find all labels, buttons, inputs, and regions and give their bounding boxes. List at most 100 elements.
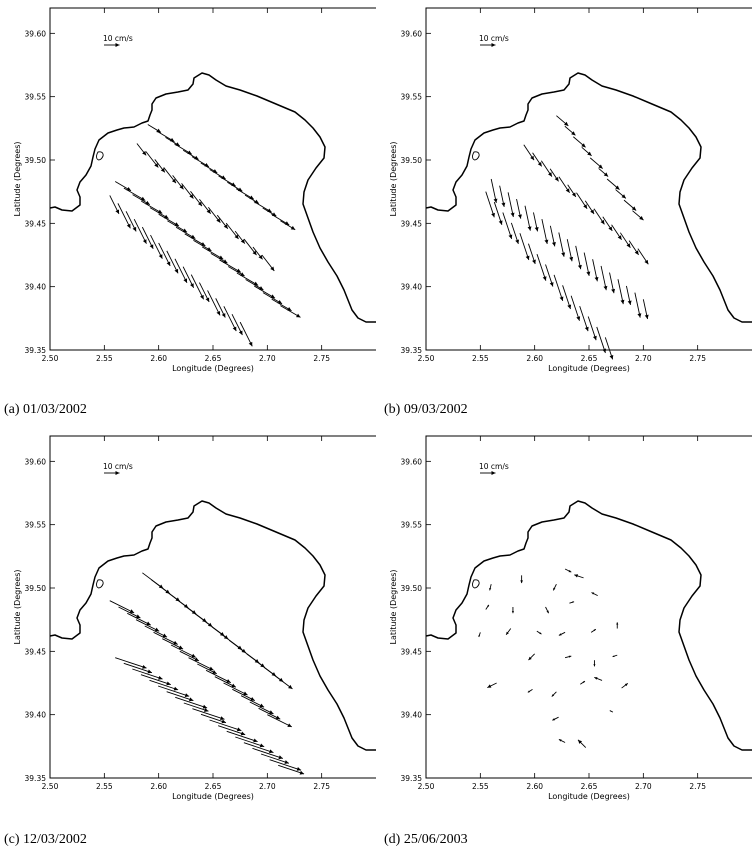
current-vector-5 [598,168,609,177]
current-vector-head [510,212,515,218]
current-vector-head [142,151,147,156]
current-vector-head [146,621,151,626]
scale-label: 10 cm/s [479,462,509,471]
x-tick-label: 2.65 [581,782,598,791]
current-vector-0 [556,115,569,127]
current-vector-head [142,239,147,244]
current-vector-shaft [570,295,580,321]
current-vector-head [612,655,615,657]
current-vector-shaft [600,265,607,291]
current-vector-shaft [502,212,513,240]
current-vector-head [160,167,165,173]
current-vector-head [583,204,588,209]
current-vector-46 [209,719,242,732]
current-vector-32 [249,701,274,715]
current-vector-63 [207,290,221,316]
current-vector-head [149,244,154,249]
current-vector-head [236,727,242,732]
y-tick-label: 39.60 [401,29,423,38]
current-vector-54 [278,764,305,775]
current-vector-37 [167,220,188,233]
current-vector-shaft [223,306,237,332]
current-vector-40 [625,285,632,305]
current-vector-head [511,611,515,614]
current-vector-shaft [249,701,274,715]
y-tick-label: 39.50 [25,156,47,165]
current-vector-10 [523,144,535,161]
current-vector-head [129,609,135,613]
current-vector-50 [280,305,301,318]
current-vector-shaft [141,226,154,249]
current-vector-26 [507,192,515,218]
current-vector-18 [593,660,596,667]
current-vector-head [598,164,603,169]
current-vector-head [615,185,620,190]
current-vector-shaft [117,203,131,229]
current-vector-head [158,254,163,259]
current-vector-44 [192,708,225,720]
current-vector-26 [552,716,559,721]
current-vector-38 [140,674,171,686]
y-tick-label: 39.40 [25,283,47,292]
y-tick-label: 39.55 [401,521,423,530]
current-vector-2 [573,136,586,148]
current-map-c: 2.50 2.55 2.60 2.65 2.70 2.75 39.35 39.40 39.45 3… [13,435,376,801]
current-vector-58 [166,250,179,274]
current-vector-head [644,314,649,319]
current-vector-11 [505,628,512,636]
current-vector-47 [519,233,530,261]
current-vector-6 [606,178,620,190]
current-vector-57 [604,337,614,360]
current-vector-shaft [201,246,224,260]
current-vector-36 [592,259,599,282]
current-vector-52 [562,285,572,310]
current-vector-head [238,330,243,335]
current-vector-head [478,635,481,637]
current-vector-17 [118,606,141,619]
current-vector-shaft [192,708,225,720]
current-vector-head [154,163,159,168]
current-vector-head [569,256,574,262]
current-vector-4 [589,157,603,169]
current-vector-shaft [190,274,205,300]
y-tick-label: 39.55 [401,93,423,102]
current-vector-head [542,276,547,281]
current-vector-head [212,670,217,674]
current-vector-33 [132,194,151,206]
current-vector-25 [216,214,229,229]
x-tick-label: 2.70 [635,354,652,363]
current-vector-56 [596,326,607,354]
current-vector-24 [207,206,221,223]
current-vector-head [592,335,597,341]
scale-arrow-head [491,471,496,475]
current-vector-shaft [278,764,305,775]
current-vector-shaft [133,219,147,244]
current-vector-head [571,192,576,197]
current-vector-shaft [239,321,253,347]
scale-arrow-0 [480,43,496,47]
current-vector-9 [591,592,598,597]
coastline [425,500,752,751]
current-vector-head [287,723,292,727]
x-axis-title: Longitude (Degrees) [548,364,630,373]
y-tick-label: 39.60 [25,457,47,466]
current-vector-head [568,655,572,658]
current-vector-head [554,176,559,182]
current-vector-38 [609,272,616,294]
current-vector-head [126,223,131,229]
current-vector-16 [109,600,135,614]
current-vector-head [631,206,637,211]
current-vector-shaft [519,233,530,261]
current-vector-head [158,675,163,680]
x-tick-label: 2.50 [418,782,435,791]
current-vector-65 [223,306,237,332]
current-map-a: 2.50 2.55 2.60 2.65 2.70 2.75 39.35 39.40 39.45 3… [13,7,376,373]
current-vector-shaft [617,279,624,305]
current-vector-35 [115,657,147,669]
current-vector-55 [141,226,154,249]
current-vector-17 [584,200,595,215]
x-tick-label: 2.65 [205,354,222,363]
current-vector-31 [114,181,132,192]
current-vector-29 [223,682,248,696]
current-vector-shaft [507,192,514,218]
